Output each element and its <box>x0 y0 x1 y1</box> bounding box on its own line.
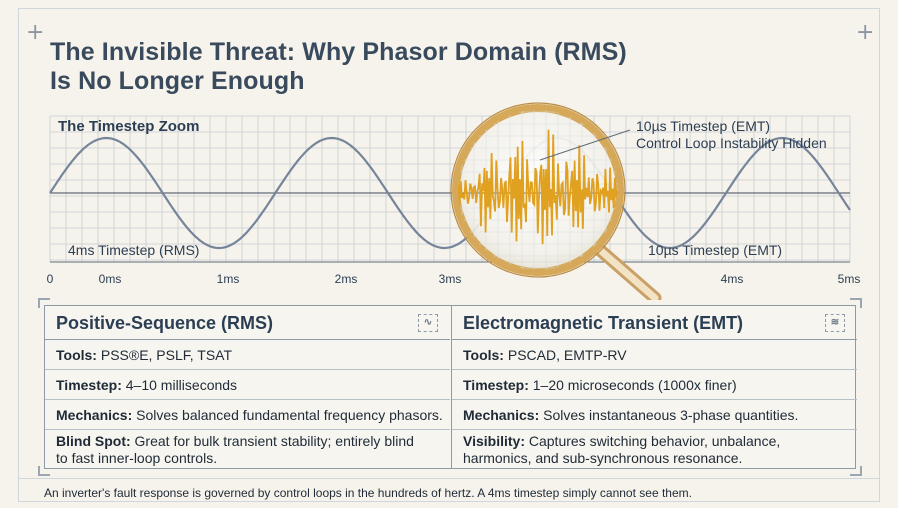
rms-mechanics-row: Mechanics: Solves balanced fundamental f… <box>45 400 450 430</box>
emt-timestep-row: Timestep: 1–20 microseconds (1000x finer… <box>452 370 857 400</box>
x-tick-label: 0 <box>47 272 54 286</box>
emt-heading-text: Electromagnetic Transient (EMT) <box>463 313 744 333</box>
callout-line-1: 10µs Timestep (EMT) <box>636 118 770 134</box>
row-value: Captures switching behavior, unbalance, <box>528 433 781 449</box>
zoom-title: The Timestep Zoom <box>58 118 199 135</box>
rms-tools-row: Tools: PSS®E, PSLF, TSAT <box>45 340 450 370</box>
row-value: Solves instantaneous 3-phase quantities. <box>543 407 799 423</box>
left-timestep-label: 4ms Timestep (RMS) <box>68 242 199 258</box>
x-tick-label: 0ms <box>99 272 122 286</box>
emt-column: Electromagnetic Transient (EMT) ≋ Tools:… <box>451 306 857 468</box>
callout-leader-line <box>539 129 631 161</box>
emt-visibility-row: Visibility: Captures switching behavior,… <box>452 430 857 468</box>
row-label: Mechanics: <box>463 407 540 423</box>
panel-corner <box>38 466 50 476</box>
row-label: Timestep: <box>463 377 529 393</box>
phasor-icon: ∿ <box>418 314 438 332</box>
emt-heading: Electromagnetic Transient (EMT) ≋ <box>452 306 857 340</box>
callout-line-2: Control Loop Instability Hidden <box>636 135 827 151</box>
row-value: 1–20 microseconds (1000x finer) <box>532 377 737 393</box>
x-tick-label: 4ms <box>721 272 744 286</box>
row-value: PSS®E, PSLF, TSAT <box>100 347 233 363</box>
corner-crosshair-icon: + <box>26 20 45 45</box>
x-tick-label: 5ms <box>838 272 861 286</box>
rms-heading: Positive-Sequence (RMS) ∿ <box>45 306 450 340</box>
row-value: Solves balanced fundamental frequency ph… <box>136 407 443 423</box>
title-line-2: Is No Longer Enough <box>50 67 305 95</box>
row-value: to fast inner-loop controls. <box>56 450 218 466</box>
rms-blind-spot-row: Blind Spot: Great for bulk transient sta… <box>45 430 450 468</box>
rms-timestep-row: Timestep: 4–10 milliseconds <box>45 370 450 400</box>
x-tick-label: 3ms <box>439 272 462 286</box>
rms-column: Positive-Sequence (RMS) ∿ Tools: PSS®E, … <box>45 306 450 468</box>
corner-crosshair-icon: + <box>856 20 875 45</box>
row-label: Visibility: <box>463 433 525 449</box>
x-tick-label: 2ms <box>335 272 358 286</box>
page-title: The Invisible Threat: Why Phasor Domain … <box>50 38 627 96</box>
row-value: Great for bulk transient stability; enti… <box>134 433 414 449</box>
row-label: Mechanics: <box>56 407 133 423</box>
emt-noise-waveform <box>458 129 618 245</box>
waveform-icon: ≋ <box>825 314 845 332</box>
row-label: Timestep: <box>56 377 122 393</box>
magnifier-handle <box>593 243 662 300</box>
panel-corner <box>38 298 50 308</box>
row-label: Tools: <box>56 347 97 363</box>
panel-corner <box>850 298 862 308</box>
emt-tools-row: Tools: PSCAD, EMTP-RV <box>452 340 857 370</box>
comparison-table: Positive-Sequence (RMS) ∿ Tools: PSS®E, … <box>44 305 857 469</box>
right-timestep-label: 10µs Timestep (EMT) <box>648 242 782 258</box>
row-label: Tools: <box>463 347 504 363</box>
row-label: Blind Spot: <box>56 433 131 449</box>
panel-corner <box>850 466 862 476</box>
magnifier-rim-outer <box>450 102 626 278</box>
row-value: harmonics, and sub-synchronous resonance… <box>463 450 743 466</box>
footer-divider <box>18 478 880 479</box>
rms-sine-wave <box>49 136 851 250</box>
row-value: 4–10 milliseconds <box>125 377 238 393</box>
footer-note: An inverter's fault response is governed… <box>44 486 692 500</box>
rms-heading-text: Positive-Sequence (RMS) <box>56 313 274 333</box>
page-frame <box>18 8 880 502</box>
title-line-1: The Invisible Threat: Why Phasor Domain … <box>50 38 627 66</box>
row-value: PSCAD, EMTP-RV <box>507 347 627 363</box>
timestep-zoom-chart: The Timestep Zoom 10µs Timestep (EMT) Co… <box>47 102 861 300</box>
x-tick-label: 1ms <box>217 272 240 286</box>
emt-mechanics-row: Mechanics: Solves instantaneous 3-phase … <box>452 400 857 430</box>
